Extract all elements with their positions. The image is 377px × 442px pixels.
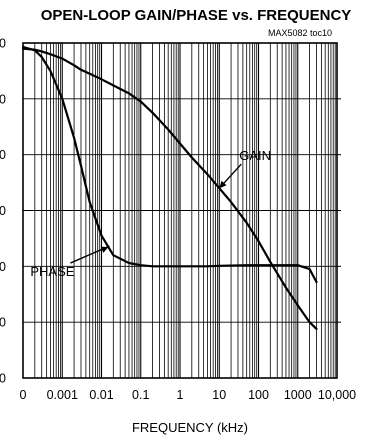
x-tick-label: 1 [177, 388, 184, 402]
x-tick-label: 10,000 [318, 388, 356, 402]
y-tick-label: 0 [0, 260, 6, 274]
chart-title: OPEN-LOOP GAIN/PHASE vs. FREQUENCY [41, 7, 352, 24]
annotations: GAIN PHASE [30, 148, 271, 279]
y-tick-label: 0 [0, 204, 6, 218]
annotation-arrowhead [100, 246, 109, 253]
x-tick-label: 1000 [284, 388, 312, 402]
x-tick-label: 100 [248, 388, 269, 402]
y-tick-label: 0 [0, 148, 6, 162]
x-tick-label: 0.001 [47, 388, 78, 402]
y-tick-label: 0 [0, 92, 6, 106]
annotation-label-gain: GAIN [239, 148, 271, 163]
x-tick-label: 0.1 [132, 388, 149, 402]
y-tick-label: 0 [0, 316, 6, 330]
y-tick-label: 0 [0, 37, 6, 51]
series-line-gain [21, 47, 318, 330]
x-axis-label: FREQUENCY (kHz) [132, 420, 248, 435]
y-tick-label: 0 [0, 372, 6, 386]
grid [23, 43, 337, 378]
x-tick-label: 10 [212, 388, 226, 402]
series-line-phase [21, 45, 318, 284]
chart-subtitle: MAX5082 toc10 [268, 28, 332, 38]
x-tick-label: 0 [20, 388, 27, 402]
annotation-label-phase: PHASE [30, 264, 74, 279]
plot-series [21, 45, 318, 330]
x-tick-label: 0.01 [89, 388, 113, 402]
annotation-arrowhead [219, 180, 227, 189]
